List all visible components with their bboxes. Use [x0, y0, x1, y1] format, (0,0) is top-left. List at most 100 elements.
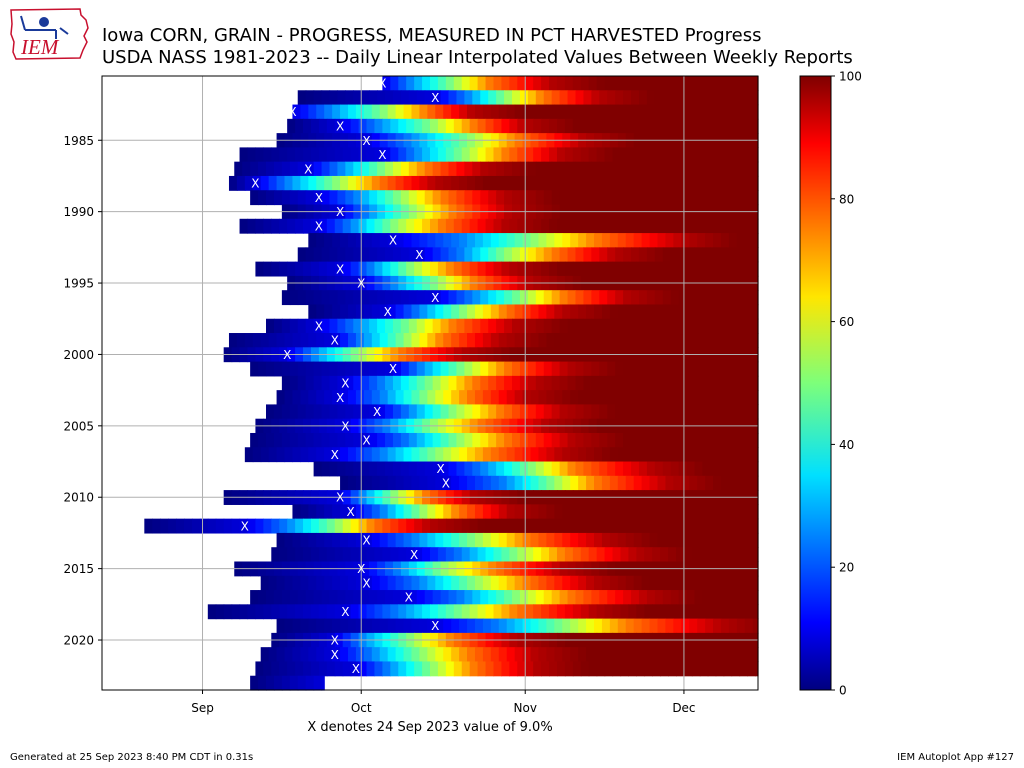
- heatmap-cell: [300, 175, 309, 191]
- heatmap-cell: [747, 604, 756, 620]
- heatmap-cell: [459, 333, 468, 348]
- heatmap-cell: [720, 233, 730, 248]
- heatmap-cell: [477, 261, 487, 277]
- heatmap-cell: [424, 461, 434, 477]
- heatmap-cell: [506, 618, 516, 634]
- heatmap-cell: [472, 590, 481, 605]
- heatmap-cell: [702, 290, 711, 306]
- heatmap-cell: [448, 432, 458, 448]
- heatmap-cell: [683, 76, 693, 91]
- heatmap-cell: [556, 661, 566, 677]
- heatmap-cell: [549, 261, 558, 277]
- heatmap-cell: [665, 532, 674, 548]
- heatmap-cell: [713, 575, 722, 591]
- heatmap-cell: [726, 161, 735, 177]
- heatmap-cell: [570, 333, 579, 348]
- heatmap-cell: [559, 318, 569, 334]
- heatmap-cell: [289, 375, 299, 391]
- heatmap-cell: [617, 175, 627, 191]
- heatmap-cell: [601, 175, 611, 191]
- heatmap-cell: [392, 590, 402, 605]
- heatmap-cell: [485, 604, 495, 620]
- heatmap-cell: [459, 475, 468, 491]
- heatmap-cell: [676, 147, 685, 163]
- heatmap-cell: [287, 118, 296, 134]
- heatmap-cell: [678, 590, 688, 605]
- heatmap-cell: [464, 432, 473, 448]
- heatmap-cell: [318, 604, 328, 620]
- heatmap-cell: [501, 118, 510, 134]
- heatmap-cell: [271, 218, 280, 234]
- heatmap-cell: [631, 318, 640, 334]
- heatmap-cell: [443, 647, 452, 663]
- heatmap-row-2017: [250, 590, 759, 605]
- heatmap-cell: [583, 161, 592, 177]
- heatmap-cell: [750, 375, 759, 391]
- heatmap-cell: [512, 247, 521, 263]
- heatmap-cell: [490, 647, 500, 663]
- heatmap-cell: [403, 304, 413, 320]
- heatmap-cell: [591, 461, 600, 477]
- heatmap-cell: [625, 333, 635, 348]
- heatmap-cell: [445, 118, 455, 134]
- heatmap-cell: [644, 218, 653, 234]
- heatmap-cell: [554, 475, 563, 491]
- x-marker-1981: X: [378, 77, 386, 91]
- heatmap-cell: [408, 461, 418, 477]
- heatmap-cell: [348, 304, 357, 320]
- heatmap-cell: [480, 318, 489, 334]
- heatmap-cell: [742, 247, 751, 263]
- heatmap-cell: [644, 518, 653, 534]
- heatmap-cell: [493, 604, 503, 620]
- heatmap-cell: [422, 547, 431, 563]
- heatmap-cell: [676, 118, 685, 134]
- heatmap-cell: [255, 147, 264, 163]
- heatmap-cell: [638, 90, 648, 106]
- heatmap-cell: [697, 333, 706, 348]
- heatmap-cell: [654, 432, 664, 448]
- x-marker-2000: X: [283, 348, 291, 362]
- heatmap-cell: [273, 404, 283, 420]
- heatmap-cell: [723, 118, 733, 134]
- heatmap-cell: [504, 90, 513, 106]
- heatmap-cell: [628, 76, 637, 91]
- y-tick-label: 1990: [63, 205, 94, 219]
- heatmap-cell: [355, 390, 365, 406]
- x-marker-1982: X: [431, 91, 439, 105]
- heatmap-cell: [512, 318, 521, 334]
- heatmap-cell: [387, 475, 397, 491]
- heatmap-cell: [607, 247, 616, 263]
- heatmap-cell: [538, 504, 547, 520]
- heatmap-cell: [236, 333, 246, 348]
- heatmap-cell: [369, 247, 378, 263]
- heatmap-cell: [609, 504, 619, 520]
- heatmap-cell: [321, 318, 331, 334]
- heatmap-cell: [736, 504, 746, 520]
- heatmap-row-2008: [313, 461, 759, 477]
- heatmap-cell: [517, 604, 526, 620]
- heatmap-cell: [385, 361, 394, 377]
- heatmap-cell: [570, 647, 579, 663]
- heatmap-cell: [549, 76, 558, 91]
- heatmap-cell: [697, 447, 706, 463]
- heatmap-cell: [580, 118, 590, 134]
- heatmap-cell: [625, 532, 635, 548]
- heatmap-cell: [625, 447, 635, 463]
- heatmap-cell: [689, 304, 698, 320]
- heatmap-cell: [488, 404, 497, 420]
- heatmap-cell: [430, 76, 439, 91]
- heatmap-cell: [392, 247, 402, 263]
- heatmap-cell: [580, 218, 590, 234]
- heatmap-cell: [607, 404, 616, 420]
- heatmap-cell: [498, 390, 508, 406]
- heatmap-cell: [522, 504, 532, 520]
- heatmap-cell: [435, 175, 444, 191]
- heatmap-cell: [657, 175, 667, 191]
- x-marker-2007: X: [331, 448, 339, 462]
- heatmap-cell: [720, 447, 730, 463]
- heatmap-cell: [755, 661, 759, 677]
- heatmap-cell: [289, 590, 299, 605]
- heatmap-cell: [469, 218, 479, 234]
- heatmap-cell: [522, 475, 532, 491]
- heatmap-cell: [514, 390, 524, 406]
